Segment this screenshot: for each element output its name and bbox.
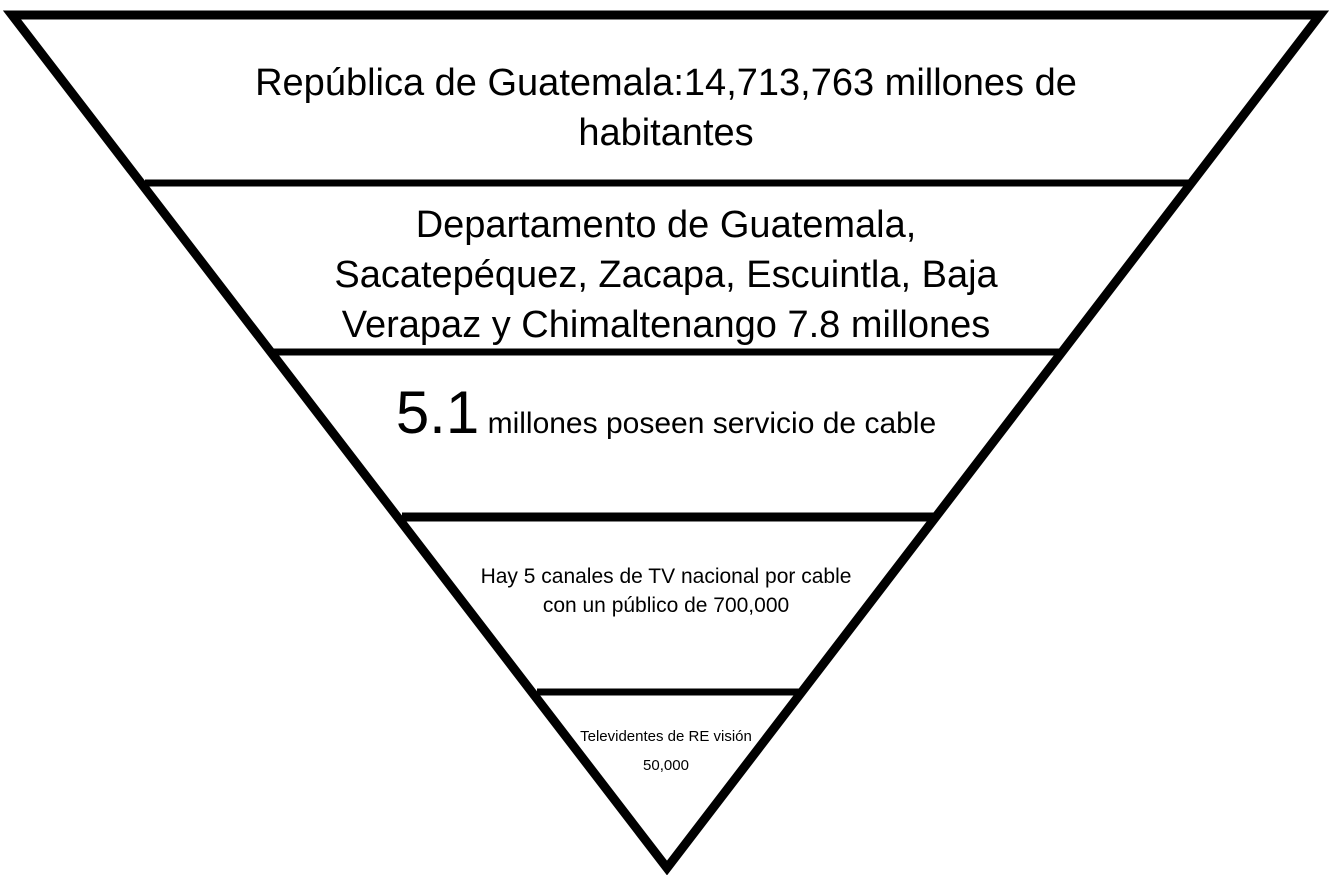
tier-3-cable-label: 5.1 millones poseen servicio de cable bbox=[380, 383, 952, 451]
tier-1-population-label: República de Guatemala:14,713,763 millon… bbox=[255, 62, 1077, 154]
tier-4-channels-label: Hay 5 canales de TV nacional por cable c… bbox=[480, 565, 852, 617]
tier-3-big-number: 5.1 bbox=[395, 379, 480, 446]
tier-2-departments-label: Departamento de Guatemala, Sacatepéquez,… bbox=[334, 204, 998, 346]
tier-5-viewers-label: Televidentes de RE visión 50,000 bbox=[580, 728, 752, 774]
tier-3-text: millones poseen servicio de cable bbox=[487, 407, 937, 440]
funnel-outline bbox=[2, 10, 1330, 875]
